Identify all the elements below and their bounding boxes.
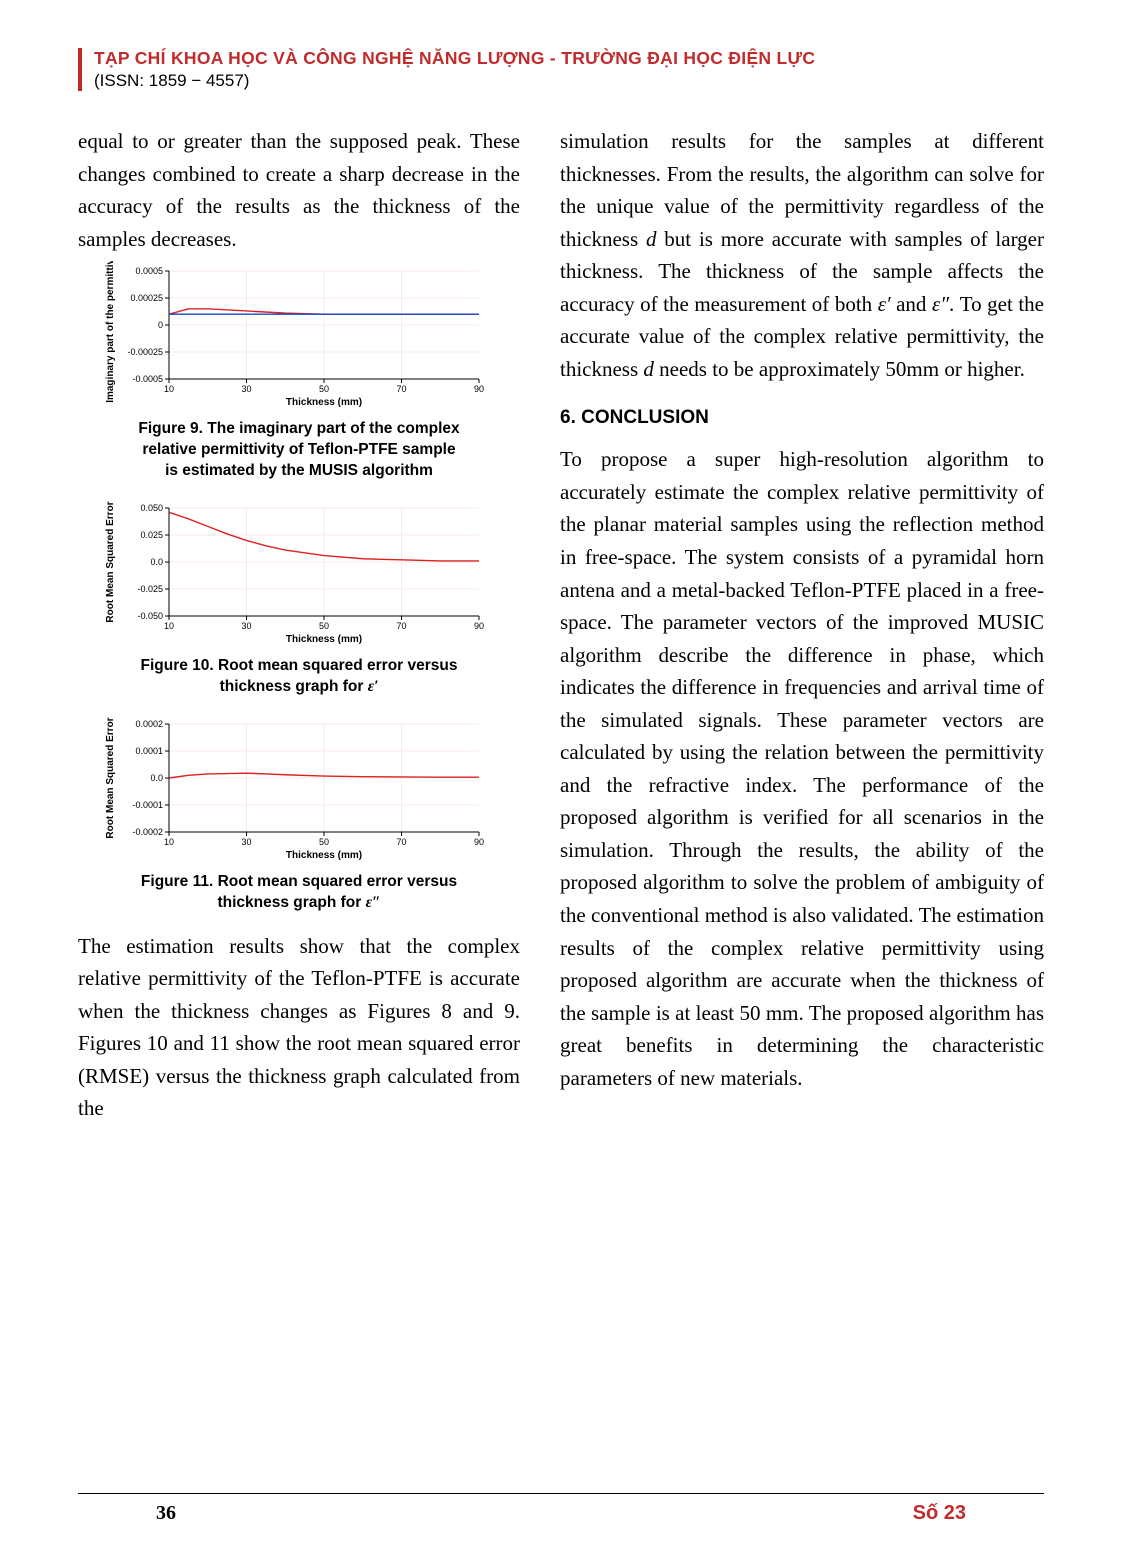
- svg-text:0.0: 0.0: [150, 773, 163, 783]
- svg-text:0.0001: 0.0001: [135, 746, 163, 756]
- fig9-cap-line3: is estimated by the MUSIS algorithm: [165, 462, 433, 479]
- left-column: equal to or greater than the supposed pe…: [78, 125, 520, 1125]
- svg-text:90: 90: [474, 837, 484, 847]
- svg-text:30: 30: [241, 621, 251, 631]
- fig11-cap-epsilon: ε″: [366, 894, 381, 911]
- issue-number: Số 23: [913, 1502, 966, 1525]
- section-6-heading: 6. CONCLUSION: [560, 407, 1044, 429]
- svg-text:0.025: 0.025: [140, 530, 163, 540]
- left-paragraph-1: equal to or greater than the supposed pe…: [78, 125, 520, 255]
- svg-text:50: 50: [319, 384, 329, 394]
- fig11-cap-line1: Figure 11. Root mean squared error versu…: [141, 873, 457, 890]
- journal-title: TẠP CHÍ KHOA HỌC VÀ CÔNG NGHỆ NĂNG LƯỢNG…: [94, 48, 1044, 69]
- rp1-e: and: [891, 292, 932, 316]
- svg-text:-0.050: -0.050: [137, 611, 163, 621]
- rp1-eps2: ε″: [932, 292, 949, 316]
- rp1-d1: d: [646, 227, 657, 251]
- svg-text:Imaginary part of the permitti: Imaginary part of the permittivity: [105, 261, 116, 403]
- fig9-cap-line1: Figure 9. The imaginary part of the comp…: [138, 420, 459, 437]
- svg-text:0.00025: 0.00025: [130, 293, 163, 303]
- svg-text:10: 10: [164, 384, 174, 394]
- page-number: 36: [156, 1502, 176, 1525]
- svg-text:0: 0: [158, 320, 163, 330]
- svg-text:Root Mean Squared Error: Root Mean Squared Error: [105, 501, 116, 622]
- svg-text:0.0002: 0.0002: [135, 719, 163, 729]
- svg-text:-0.0002: -0.0002: [132, 827, 163, 837]
- figure-10-caption: Figure 10. Root mean squared error versu…: [78, 656, 520, 698]
- svg-text:90: 90: [474, 384, 484, 394]
- svg-text:90: 90: [474, 621, 484, 631]
- svg-text:-0.0005: -0.0005: [132, 374, 163, 384]
- svg-text:0.0005: 0.0005: [135, 266, 163, 276]
- content-columns: equal to or greater than the supposed pe…: [78, 125, 1044, 1125]
- fig11-cap-line2a: thickness graph for: [217, 894, 365, 911]
- svg-text:30: 30: [241, 837, 251, 847]
- svg-text:50: 50: [319, 837, 329, 847]
- svg-text:50: 50: [319, 621, 329, 631]
- svg-text:10: 10: [164, 837, 174, 847]
- figure-9-caption: Figure 9. The imaginary part of the comp…: [78, 419, 520, 482]
- journal-header: TẠP CHÍ KHOA HỌC VÀ CÔNG NGHỆ NĂNG LƯỢNG…: [78, 48, 1044, 91]
- fig10-cap-line1: Figure 10. Root mean squared error versu…: [141, 657, 458, 674]
- figure-11-chart: 10 30 50 70 90 -0.0002 -0.0001 0.0 0.0001 0.0002 T…: [78, 714, 520, 864]
- fig10-cap-epsilon: ε′: [368, 678, 379, 695]
- journal-issn: (ISSN: 1859 − 4557): [94, 71, 1044, 91]
- svg-text:Thickness (mm): Thickness (mm): [286, 397, 362, 408]
- svg-text:0.0: 0.0: [150, 557, 163, 567]
- right-column: simulation results for the samples at di…: [560, 125, 1044, 1125]
- svg-text:Thickness (mm): Thickness (mm): [286, 634, 362, 645]
- svg-text:70: 70: [396, 621, 406, 631]
- figure-10-chart: 10 30 50 70 90 -0.050 -0.025 0.0 0.025 0.050 Thick…: [78, 498, 520, 648]
- figure-9-chart: 10 30 50 70 90 -0.0005 -0.00025 0 0.00025 0.0005 T…: [78, 261, 520, 411]
- left-paragraph-2: The estimation results show that the com…: [78, 930, 520, 1125]
- page-footer: 36 Số 23: [78, 1493, 1044, 1525]
- svg-text:30: 30: [241, 384, 251, 394]
- svg-text:70: 70: [396, 837, 406, 847]
- fig10-cap-line2a: thickness graph for: [220, 678, 368, 695]
- svg-text:-0.00025: -0.00025: [127, 347, 163, 357]
- svg-text:Root Mean Squared Error: Root Mean Squared Error: [105, 717, 116, 838]
- svg-text:10: 10: [164, 621, 174, 631]
- rp1-d2: d: [643, 357, 654, 381]
- rp1-i: needs to be approximately 50mm or higher…: [654, 357, 1025, 381]
- right-paragraph-1: simulation results for the samples at di…: [560, 125, 1044, 385]
- right-paragraph-2: To propose a super high-resolution algor…: [560, 443, 1044, 1094]
- svg-text:-0.025: -0.025: [137, 584, 163, 594]
- figure-11-caption: Figure 11. Root mean squared error versu…: [78, 872, 520, 914]
- rp1-eps1: ε′: [878, 292, 891, 316]
- svg-text:-0.0001: -0.0001: [132, 800, 163, 810]
- svg-text:70: 70: [396, 384, 406, 394]
- svg-text:Thickness (mm): Thickness (mm): [286, 850, 362, 861]
- svg-text:0.050: 0.050: [140, 503, 163, 513]
- fig9-cap-line2: relative permittivity of Teflon-PTFE sam…: [142, 441, 455, 458]
